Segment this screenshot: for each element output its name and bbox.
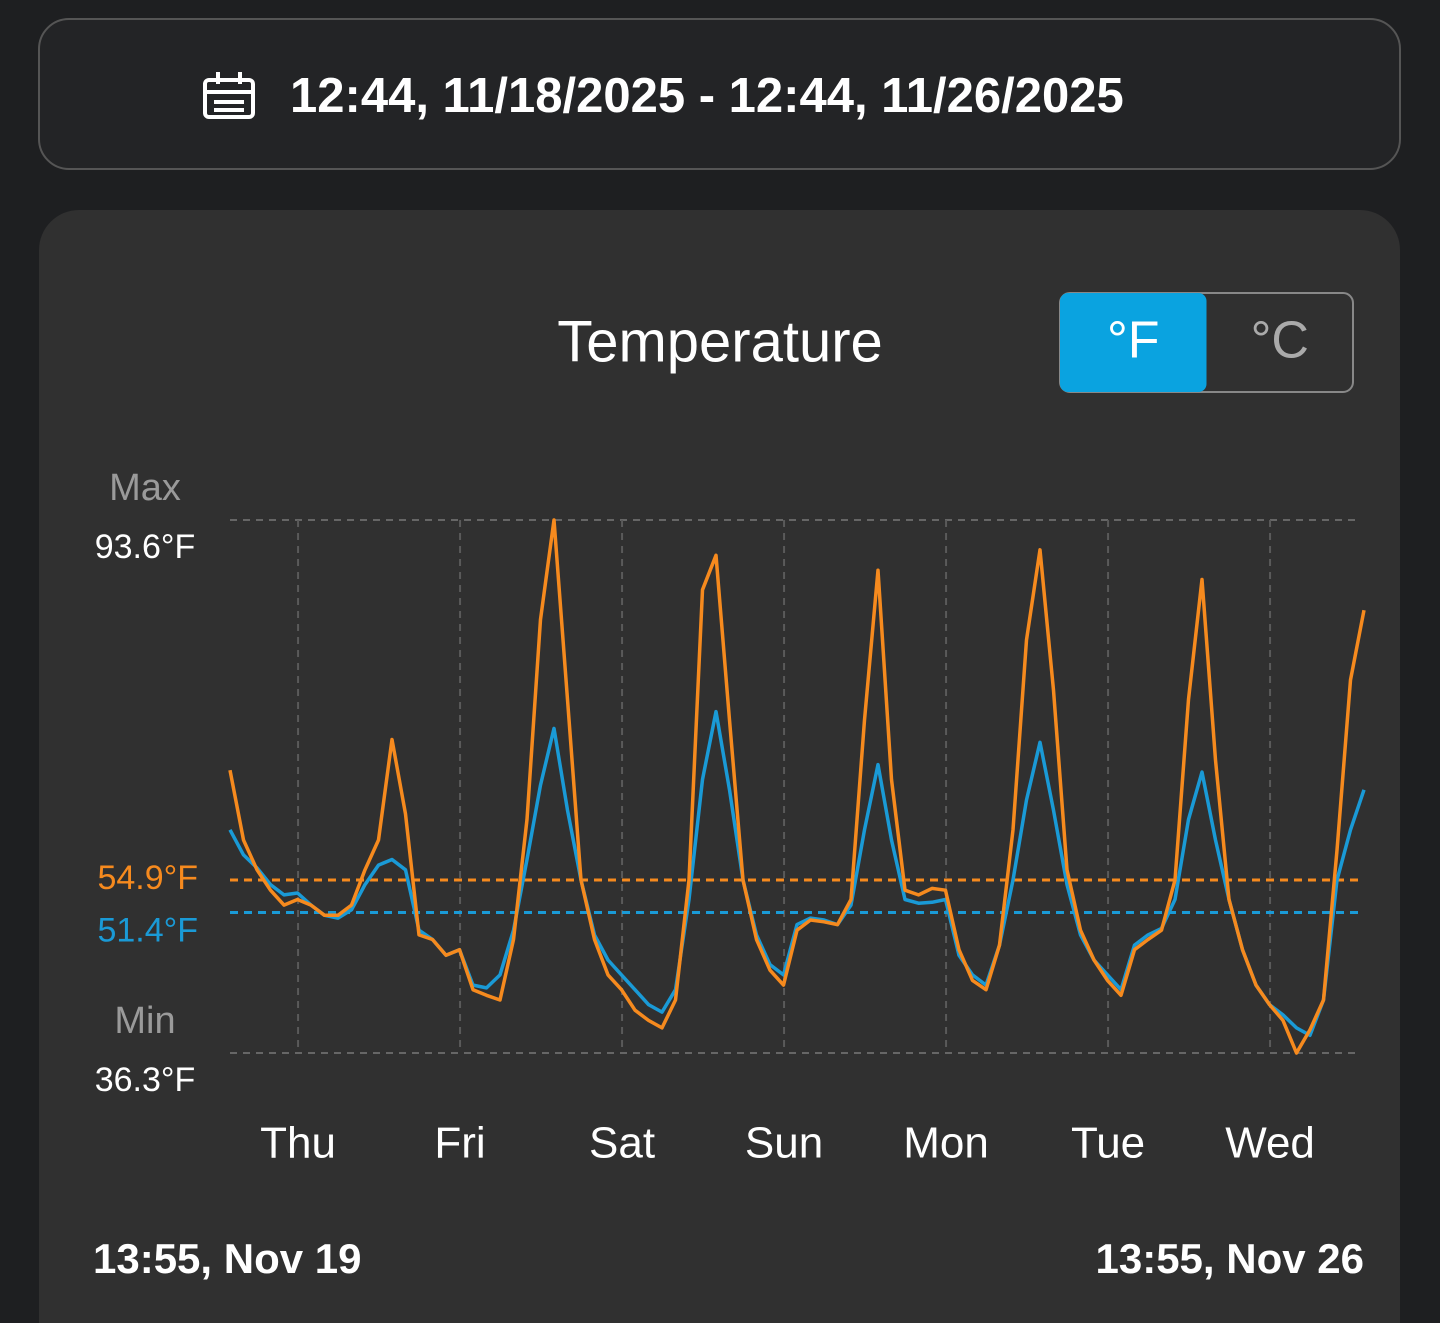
x-tick-label: Mon [903,1119,989,1168]
y-tick-label: 93.6°F [95,528,196,566]
plot: Max 93.6°F Min 36.3°F Thu Fri Sat Sun Mon Tue Wed 5… [93,467,1366,1282]
series-line [228,518,1366,1055]
end-label: 13:55, Nov 26 [1096,1235,1365,1282]
toggle-label[interactable]: °C [1251,312,1309,370]
x-tick-label: Fri [434,1119,485,1168]
chart-title: Temperature [557,309,883,374]
start-label: 13:55, Nov 19 [93,1235,362,1282]
toggle-selected[interactable] [1060,293,1207,392]
chart-card [39,210,1400,1323]
x-tick-label: Thu [260,1119,336,1168]
date-range-button[interactable] [38,18,1401,170]
y-tick-label: 36.3°F [95,1061,196,1099]
x-tick-label: Sun [745,1119,823,1168]
x-tick-label: Wed [1225,1119,1315,1168]
y-tick-caption: Max [109,467,181,509]
x-tick-label: Tue [1071,1119,1145,1168]
reference-label: 51.4°F [97,912,198,950]
reference-label: 54.9°F [97,859,198,897]
x-tick-label: Sat [589,1119,655,1168]
calendar-icon [203,72,255,119]
toggle-label[interactable]: °F [1107,312,1160,370]
y-tick-caption: Min [114,1000,175,1042]
date-range: 12:44, 11/18/2025 - 12:44, 11/26/2025 [290,69,1124,123]
